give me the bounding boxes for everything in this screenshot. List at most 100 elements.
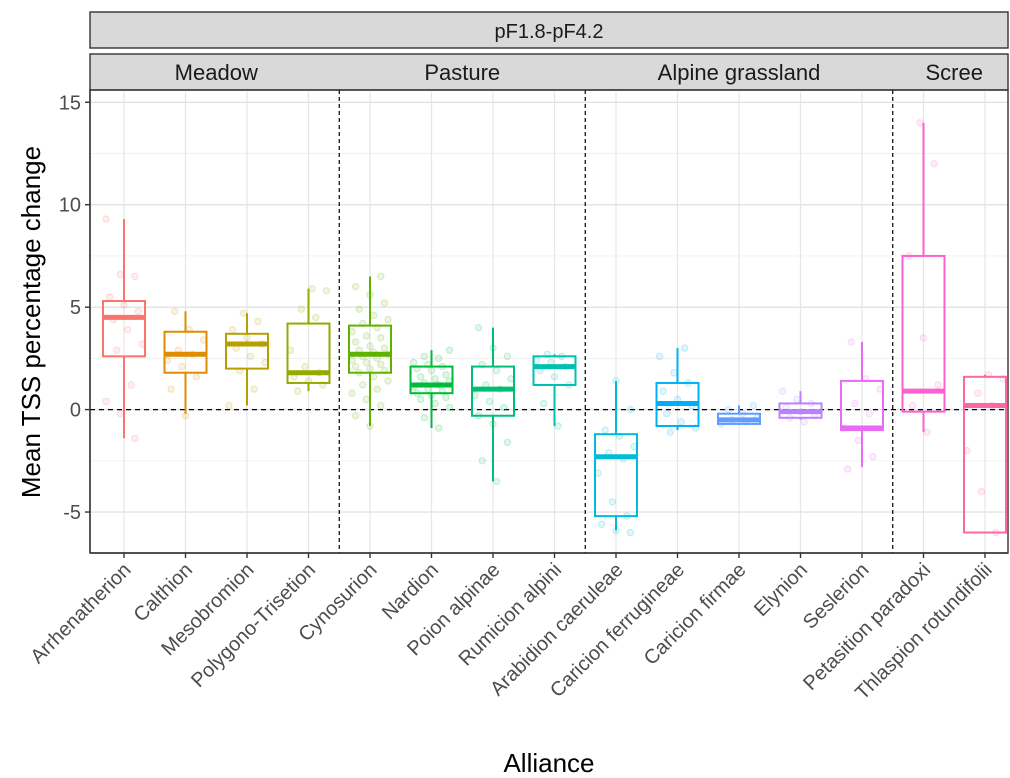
data-point [478,457,486,465]
boxes [102,122,1007,534]
data-point [131,272,139,281]
data-point [677,418,685,426]
data-point [312,313,320,322]
data-point [297,305,305,313]
panel-strip-box [89,53,1009,91]
y-axis-label: Mean TSS percentage change [16,146,46,498]
data-point [778,387,787,395]
data-point [120,301,128,309]
data-point [854,436,863,445]
data-point [417,395,425,404]
data-point [930,160,938,168]
data-point [420,352,428,361]
data-point [127,381,135,389]
box-caricion-firmae [717,405,761,425]
data-point [384,315,392,324]
data-point [380,344,389,352]
box-elynion [778,391,823,420]
data-point [474,323,483,332]
data-point [865,409,873,418]
data-point [503,438,512,447]
panel-label: Pasture [424,60,500,85]
data-point [322,287,331,295]
data-point [977,487,986,496]
data-point [308,285,316,293]
data-point [377,272,385,281]
data-point [362,358,371,367]
data-point [351,282,360,291]
box-iqr [225,332,269,370]
data-point [909,401,917,410]
data-point [178,362,186,371]
box-petasition-paradoxi [901,122,946,433]
data-point [228,325,237,334]
y-tick-label: 10 [59,195,81,217]
data-point [409,358,418,367]
data-point [351,412,360,420]
data-point [384,377,392,385]
data-point [366,364,374,373]
data-point [239,309,248,318]
data-point [659,387,667,395]
box-caricion-ferrugineae [655,348,700,431]
data-point [294,387,302,395]
data-point [359,381,367,389]
plot-area [89,89,1009,554]
box-iqr [348,324,392,374]
data-point [351,362,360,371]
data-point [431,375,439,383]
data-point [601,426,609,434]
data-point [550,373,559,381]
data-point [540,399,548,408]
box-seslerion [840,341,884,467]
box-iqr [901,254,946,413]
y-tick-label: -5 [63,502,81,524]
data-point [243,334,251,342]
y-tick-label: 0 [70,400,81,422]
strip-header: pF1.8-pF4.2 Meadow Pasture Alpine grasslan… [89,11,1009,91]
data-point [102,215,110,223]
data-point [597,520,606,529]
data-point [916,119,924,127]
data-point [373,385,381,393]
data-point [254,317,262,326]
panel-label: Meadow [175,60,258,85]
data-point [167,385,175,393]
data-point [663,409,671,418]
data-point [377,334,385,342]
data-point [851,399,859,408]
data-point [445,346,454,354]
data-point [681,344,689,352]
data-point [793,395,801,404]
box-cynosurion [348,276,392,426]
data-point [246,352,255,361]
data-point [445,403,454,412]
panel-label: Alpine grassland [658,60,821,85]
data-point [380,299,389,307]
data-point [666,428,674,436]
box-iqr [594,433,638,518]
data-point [934,381,942,389]
data-point [503,352,512,361]
data-point [485,397,494,406]
data-point [116,270,125,279]
data-point [442,393,450,402]
panel-labels: Meadow Pasture Alpine grassland Scree [175,60,983,85]
data-point [369,373,378,381]
data-point [134,307,143,315]
data-point [131,434,139,442]
data-point [442,371,450,379]
data-point [377,401,385,410]
data-point [492,477,501,485]
box-iqr [532,355,577,387]
data-point [116,409,125,418]
data-point [919,334,928,342]
box-thlaspion-rotundifolii [963,374,1007,534]
data-point [500,403,508,412]
data-point [608,498,617,506]
data-point [655,352,664,361]
data-point [250,385,258,393]
data-point [749,401,758,410]
box-rumicion-alpini [532,354,577,426]
